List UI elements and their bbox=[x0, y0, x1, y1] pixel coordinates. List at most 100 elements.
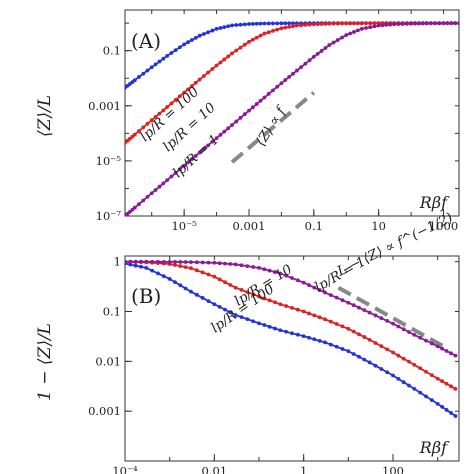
data-point bbox=[284, 329, 289, 334]
data-point bbox=[424, 21, 429, 26]
data-point bbox=[435, 401, 440, 406]
data-point bbox=[273, 326, 277, 331]
data-point bbox=[379, 367, 384, 371]
data-point bbox=[238, 45, 243, 50]
data-point bbox=[137, 202, 141, 206]
data-point bbox=[440, 379, 445, 384]
data-point bbox=[295, 332, 300, 337]
data-point bbox=[167, 277, 172, 281]
data-point bbox=[380, 23, 385, 28]
data-point bbox=[189, 260, 193, 265]
data-point bbox=[169, 101, 174, 106]
data-point bbox=[404, 21, 409, 26]
data-point bbox=[169, 51, 174, 55]
data-point bbox=[197, 33, 202, 38]
data-point bbox=[357, 332, 361, 337]
data-point bbox=[141, 198, 146, 203]
data-point bbox=[449, 21, 454, 26]
data-point bbox=[295, 307, 300, 312]
data-point bbox=[435, 344, 440, 349]
data-point bbox=[156, 259, 160, 264]
series-1 bbox=[125, 21, 459, 145]
series-line bbox=[125, 262, 456, 417]
data-point bbox=[214, 136, 219, 141]
data-point bbox=[178, 283, 183, 288]
data-point bbox=[357, 305, 361, 310]
data-point bbox=[351, 303, 356, 308]
data-point bbox=[222, 57, 227, 62]
data-point bbox=[206, 299, 211, 303]
data-point bbox=[299, 65, 304, 70]
data-point bbox=[150, 268, 155, 273]
data-point bbox=[362, 335, 367, 339]
data-point bbox=[145, 194, 150, 199]
data-point bbox=[251, 265, 256, 269]
data-point bbox=[128, 259, 133, 264]
data-point bbox=[407, 383, 411, 388]
data-point bbox=[396, 22, 401, 27]
data-point bbox=[271, 29, 275, 33]
y-tick-label: 10⁻⁵ bbox=[96, 154, 122, 168]
data-point bbox=[303, 61, 308, 66]
x-tick-label: 0.001 bbox=[233, 219, 266, 233]
data-point bbox=[262, 323, 267, 327]
data-point bbox=[457, 21, 459, 26]
data-point bbox=[311, 22, 316, 27]
data-point bbox=[287, 74, 292, 79]
data-point bbox=[247, 39, 251, 44]
data-point bbox=[153, 188, 158, 192]
data-point bbox=[424, 369, 428, 374]
data-point bbox=[139, 264, 143, 269]
data-point bbox=[340, 324, 345, 329]
data-point bbox=[312, 313, 317, 318]
data-point bbox=[284, 273, 289, 278]
data-point bbox=[355, 28, 360, 33]
data-point bbox=[376, 23, 381, 28]
data-point bbox=[206, 272, 211, 277]
data-point bbox=[161, 56, 166, 61]
data-point bbox=[223, 280, 227, 285]
panel-label: (B) bbox=[131, 284, 161, 308]
data-point bbox=[453, 353, 458, 358]
data-point bbox=[132, 132, 137, 137]
data-point bbox=[258, 21, 263, 26]
data-point bbox=[323, 46, 328, 50]
data-point bbox=[331, 21, 336, 26]
data-point bbox=[183, 260, 188, 264]
data-point bbox=[150, 259, 155, 264]
data-point bbox=[407, 359, 411, 364]
data-point bbox=[307, 335, 311, 340]
data-point bbox=[201, 74, 206, 78]
data-point bbox=[183, 286, 188, 291]
data-point bbox=[323, 340, 327, 345]
data-point bbox=[299, 23, 304, 28]
data-point bbox=[335, 21, 340, 26]
data-point bbox=[331, 40, 336, 45]
data-point bbox=[372, 24, 377, 29]
data-point bbox=[429, 341, 434, 346]
data-point bbox=[247, 108, 251, 113]
data-point bbox=[226, 54, 231, 59]
data-point bbox=[217, 261, 222, 266]
data-point bbox=[153, 62, 158, 67]
panel-label: (A) bbox=[131, 29, 161, 53]
reference-slope-line bbox=[337, 285, 447, 350]
x-tick-label: 1 bbox=[300, 464, 307, 474]
data-point bbox=[364, 26, 368, 30]
data-point bbox=[362, 357, 367, 362]
data-point bbox=[440, 346, 445, 351]
data-point bbox=[367, 360, 372, 365]
data-point bbox=[149, 65, 154, 70]
data-point bbox=[334, 295, 339, 300]
data-point bbox=[250, 37, 255, 42]
data-point bbox=[210, 67, 215, 71]
data-point bbox=[251, 292, 256, 297]
data-point bbox=[279, 21, 284, 26]
data-point bbox=[275, 21, 280, 26]
data-point bbox=[189, 84, 194, 88]
data-point bbox=[420, 21, 425, 26]
series-line bbox=[125, 22, 459, 144]
data-point bbox=[156, 271, 160, 276]
data-point bbox=[307, 311, 311, 316]
